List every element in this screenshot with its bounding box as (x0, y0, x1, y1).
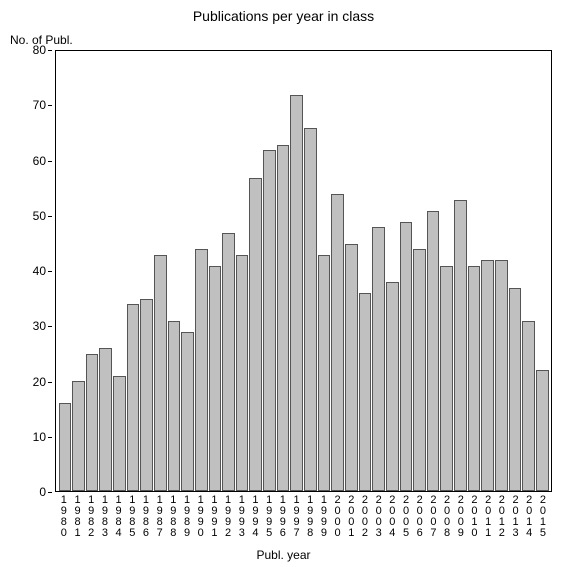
y-tick-label: 60 (33, 154, 46, 168)
y-tick-mark (48, 50, 52, 51)
bar (236, 255, 249, 492)
bar (454, 200, 467, 492)
bar (127, 304, 140, 491)
bar (495, 260, 508, 491)
bar (140, 299, 153, 492)
bar (481, 260, 494, 491)
bar (345, 244, 358, 492)
bar (277, 145, 290, 492)
y-tick-mark (48, 382, 52, 383)
y-axis-ticks: 01020304050607080 (0, 50, 52, 492)
bar (536, 370, 549, 491)
publications-chart: Publications per year in class No. of Pu… (0, 0, 567, 567)
y-tick-mark (48, 216, 52, 217)
bar (427, 211, 440, 492)
y-tick-label: 40 (33, 264, 46, 278)
plot-area (55, 50, 552, 492)
y-tick-mark (48, 326, 52, 327)
y-tick-label: 30 (33, 319, 46, 333)
bar (209, 266, 222, 492)
bar (86, 354, 99, 492)
bar (331, 194, 344, 491)
bar (509, 288, 522, 492)
bar (249, 178, 262, 492)
y-tick-mark (48, 105, 52, 106)
bar (304, 128, 317, 491)
bar (359, 293, 372, 491)
bar (113, 376, 126, 492)
bar (372, 227, 385, 491)
bar (468, 266, 481, 492)
bar (413, 249, 426, 491)
bar (59, 403, 72, 491)
bar (168, 321, 181, 492)
y-tick-label: 20 (33, 375, 46, 389)
bar (400, 222, 413, 492)
chart-title: Publications per year in class (0, 8, 567, 24)
y-tick-mark (48, 271, 52, 272)
bar (263, 150, 276, 491)
y-tick-mark (48, 437, 52, 438)
bar (522, 321, 535, 492)
y-tick-label: 10 (33, 430, 46, 444)
x-axis-label: Publ. year (0, 548, 567, 562)
y-tick-label: 50 (33, 209, 46, 223)
bar (386, 282, 399, 491)
bar (181, 332, 194, 492)
bar (440, 266, 453, 492)
y-tick-mark (48, 492, 52, 493)
bar (154, 255, 167, 492)
y-tick-label: 0 (39, 485, 46, 499)
bar (290, 95, 303, 491)
bars-container (56, 51, 551, 491)
y-tick-label: 70 (33, 98, 46, 112)
y-tick-mark (48, 161, 52, 162)
bar (222, 233, 235, 492)
bar (318, 255, 331, 492)
bar (72, 381, 85, 491)
bar (99, 348, 112, 491)
bar (195, 249, 208, 491)
y-tick-label: 80 (33, 43, 46, 57)
